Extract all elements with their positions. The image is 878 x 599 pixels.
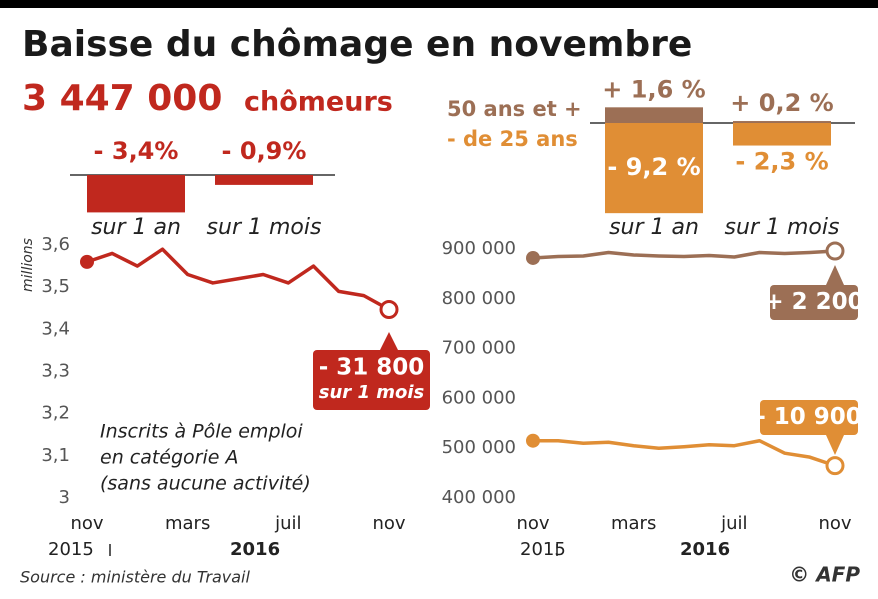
year-label: 2015: [520, 539, 566, 560]
chart-note: (sans aucune activité): [100, 473, 311, 495]
callout-text: - 10 900: [756, 404, 862, 430]
y-tick-label: 3,5: [41, 276, 70, 297]
y-tick-label: 3,1: [41, 445, 70, 466]
bar-category: sur 1 mois: [725, 215, 840, 240]
source: Source : ministère du Travail: [20, 568, 250, 587]
bar: [733, 121, 831, 123]
y-tick-label: 400 000: [442, 487, 516, 508]
callout-subtext: sur 1 mois: [319, 382, 425, 403]
bar-category: sur 1 an: [91, 215, 181, 240]
x-tick-label: mars: [611, 513, 656, 534]
bar: [215, 175, 313, 185]
bar-value-label: - 3,4%: [94, 137, 179, 165]
y-tick-label: 500 000: [442, 437, 516, 458]
bar: [87, 175, 185, 213]
y-tick-label: 3,6: [41, 234, 70, 255]
y-tick-label: 3,4: [41, 318, 70, 339]
x-tick-label: nov: [372, 513, 405, 534]
total-unit: chômeurs: [244, 87, 393, 118]
title: Baisse du chômage en novembre: [22, 24, 692, 65]
bar-value-label: - 2,3 %: [735, 148, 828, 176]
callout-box: [313, 350, 430, 410]
x-tick-label: juil: [720, 513, 747, 534]
bar-category: sur 1 mois: [207, 215, 322, 240]
callout-box: [760, 400, 858, 435]
chart-note: Inscrits à Pôle emploi: [100, 421, 303, 443]
y-tick-label: 3,3: [41, 361, 70, 382]
line: [533, 438, 836, 468]
y-axis-label: millions: [20, 238, 36, 292]
y-tick-label: 3: [59, 487, 70, 508]
bar-value-label: + 0,2 %: [730, 89, 833, 117]
start-marker: [80, 254, 94, 269]
legend-entry: 50 ans et +: [447, 97, 582, 121]
credit: © AFP: [789, 563, 860, 587]
end-marker: [825, 241, 845, 261]
bar: [733, 123, 831, 146]
start-marker: [526, 250, 540, 265]
y-tick-label: 900 000: [442, 238, 516, 259]
bar-category: sur 1 an: [609, 215, 699, 240]
y-tick-label: 3,2: [41, 403, 70, 424]
top-bar: [0, 0, 878, 8]
callout-text: + 2 200: [764, 289, 863, 315]
x-tick-label: juil: [274, 513, 301, 534]
callout-text: - 31 800: [319, 355, 425, 381]
bar-value-label: - 0,9%: [222, 137, 307, 165]
x-tick-label: nov: [818, 513, 851, 534]
total: 3 447 000: [22, 78, 222, 119]
x-tick-label: nov: [70, 513, 103, 534]
end-marker: [379, 300, 399, 320]
bar-value-label: + 1,6 %: [602, 75, 705, 103]
year-label: 2016: [680, 539, 730, 560]
bar: [605, 107, 703, 123]
line: [86, 247, 390, 312]
y-tick-label: 600 000: [442, 387, 516, 408]
y-tick-label: 700 000: [442, 338, 516, 359]
line: [532, 249, 836, 260]
year-label: 2016: [230, 539, 280, 560]
callout-box: [770, 285, 858, 320]
bar: [605, 123, 703, 214]
bar-value-label: - 9,2 %: [607, 153, 700, 181]
callout-pointer: [826, 265, 844, 285]
callout-pointer: [380, 332, 398, 350]
callout-pointer: [826, 435, 844, 455]
x-tick-label: nov: [516, 513, 549, 534]
start-marker: [526, 433, 540, 448]
end-marker: [825, 456, 845, 476]
legend-entry: - de 25 ans: [447, 127, 578, 151]
y-tick-label: 800 000: [442, 288, 516, 309]
x-tick-label: mars: [165, 513, 210, 534]
chart-note: en catégorie A: [100, 447, 239, 469]
year-label: 2015: [48, 539, 94, 560]
